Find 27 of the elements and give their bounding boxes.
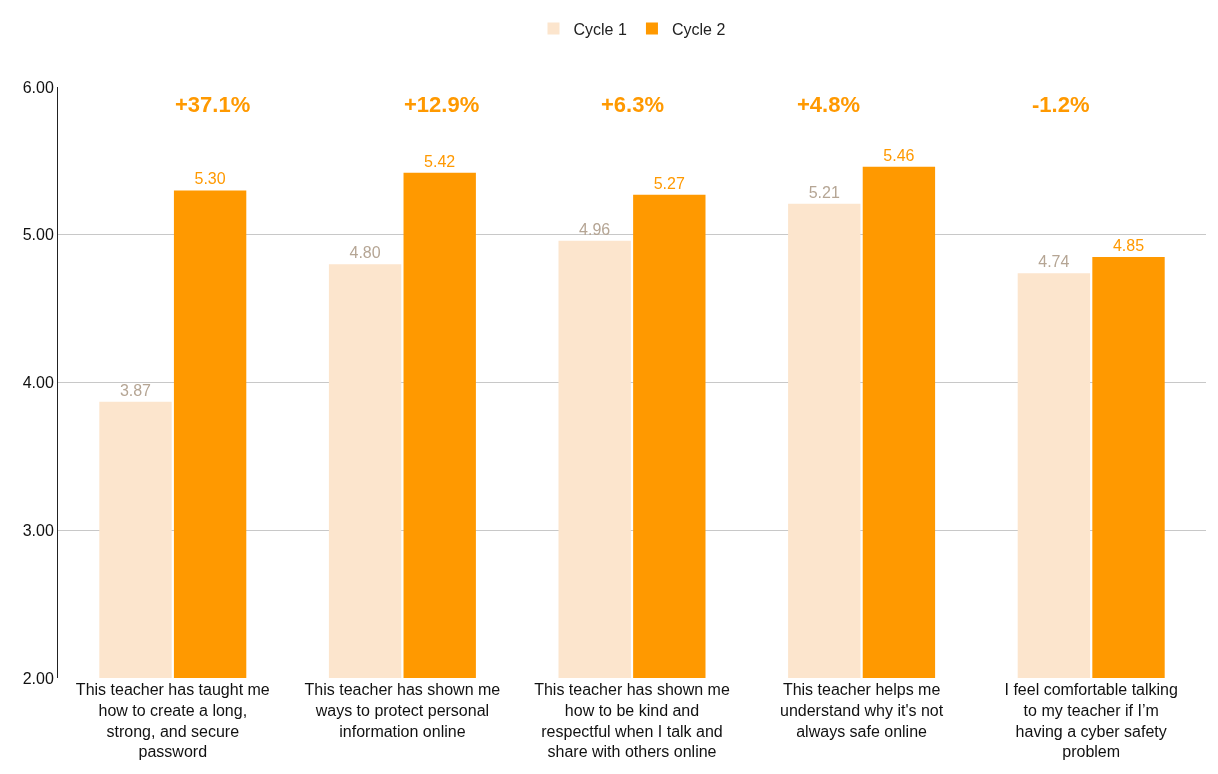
x-tick-label: This teacher has taught me how to create a long, strong, and secure password	[75, 681, 270, 761]
annotation: +12.9%	[404, 92, 480, 117]
x-tick-label: This teacher helps me understand why it's not always safe online	[780, 681, 944, 740]
x-tick-label: I feel comfortable talking to my teacher if I’m having a cyber safety problem	[1004, 681, 1178, 761]
data-label: 4.96	[579, 220, 611, 238]
legend-label: Cycle 1	[573, 20, 627, 38]
data-label: 3.87	[119, 381, 152, 399]
y-tick-label: 3.00	[22, 521, 54, 539]
annotation: +6.3%	[601, 92, 664, 117]
annotation: +37.1%	[175, 92, 251, 117]
data-label: 4.80	[349, 244, 381, 262]
x-tick-label: This teacher has shown me ways to protect personal information online	[304, 681, 501, 740]
legend-label: Cycle 2	[671, 20, 726, 38]
data-label: 5.46	[883, 146, 915, 164]
x-tick-label: This teacher has shown me how to be kind and respectful when I talk and share with others online	[534, 681, 730, 761]
y-tick-label: 2.00	[22, 669, 54, 687]
y-tick-label: 6.00	[22, 78, 54, 96]
y-tick-label: 5.00	[22, 226, 54, 244]
data-label: 4.85	[1112, 236, 1145, 254]
annotation: +4.8%	[797, 92, 860, 117]
data-label: 4.74	[1038, 253, 1070, 271]
data-label: 5.42	[424, 152, 456, 170]
data-label: 5.21	[808, 183, 840, 201]
data-label: 5.30	[194, 170, 226, 188]
data-label: 5.27	[653, 174, 685, 192]
y-tick-label: 4.00	[22, 374, 54, 392]
annotation: -1.2%	[1032, 92, 1090, 117]
